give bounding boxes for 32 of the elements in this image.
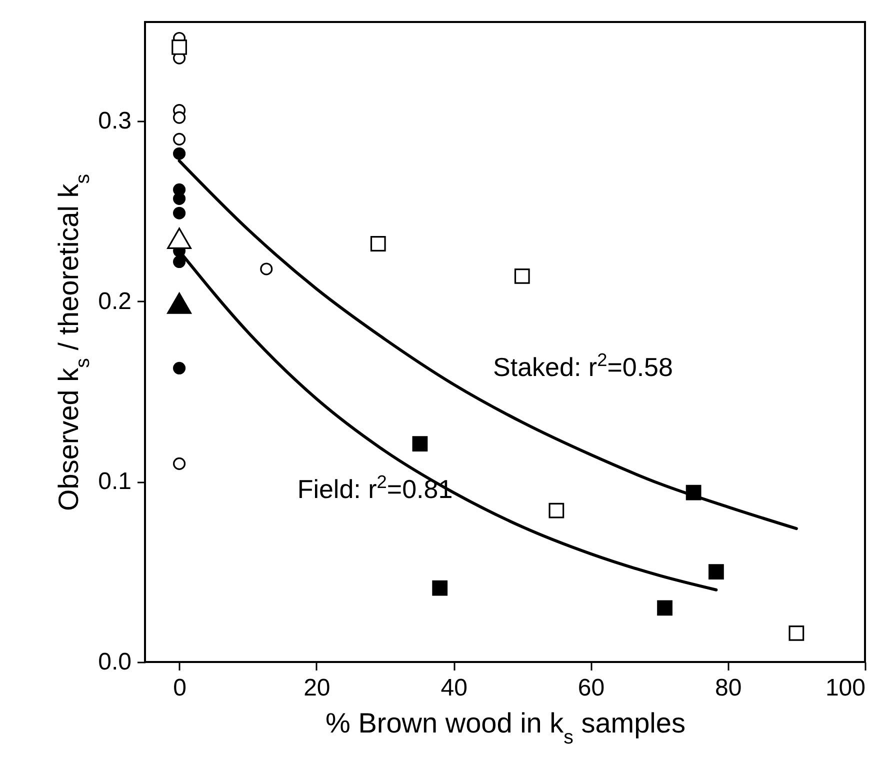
point [548, 502, 564, 518]
point [260, 262, 273, 276]
point [167, 292, 192, 314]
point [173, 206, 186, 220]
point [514, 268, 530, 284]
y-tick-label: 0.1 [98, 468, 132, 496]
point [370, 236, 386, 252]
point [432, 580, 448, 596]
x-tick-label: 80 [715, 674, 742, 702]
y-tick-label: 0.3 [98, 108, 132, 135]
point [173, 132, 186, 146]
x-tick-label: 60 [578, 674, 605, 702]
point [412, 436, 428, 452]
annotation: Staked: r$^{2}$=0.58 [493, 350, 673, 382]
x-axis-title: % Brown wood in k$_{s}$ samples [326, 708, 686, 748]
point [167, 228, 192, 250]
x-tick-label: 100 [825, 674, 866, 702]
point [173, 256, 186, 268]
point [708, 564, 724, 580]
x-tick-label: 20 [304, 674, 330, 702]
x-tick-label: 0 [173, 674, 186, 702]
y-tick-label: 0.0 [98, 648, 132, 676]
point [173, 362, 186, 374]
point [788, 625, 804, 641]
point [173, 147, 186, 160]
y-tick-label: 0.2 [98, 288, 132, 315]
point [173, 457, 186, 470]
point [172, 40, 187, 55]
point [657, 600, 672, 616]
x-tick-label: 40 [440, 674, 468, 702]
point [173, 111, 186, 124]
point [686, 484, 702, 500]
